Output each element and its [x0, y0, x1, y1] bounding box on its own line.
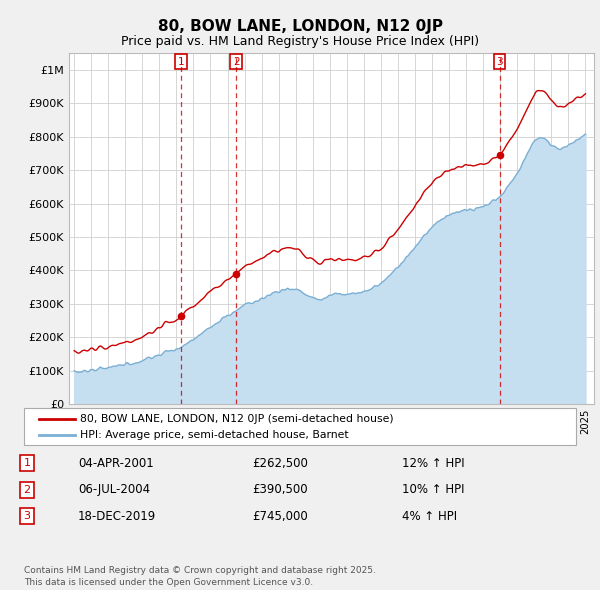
Text: 3: 3	[23, 512, 31, 521]
Text: 04-APR-2001: 04-APR-2001	[78, 457, 154, 470]
Text: 18-DEC-2019: 18-DEC-2019	[78, 510, 156, 523]
Text: HPI: Average price, semi-detached house, Barnet: HPI: Average price, semi-detached house,…	[80, 430, 349, 440]
Text: 4% ↑ HPI: 4% ↑ HPI	[402, 510, 457, 523]
Text: 10% ↑ HPI: 10% ↑ HPI	[402, 483, 464, 496]
Text: 2: 2	[23, 485, 31, 494]
Text: 80, BOW LANE, LONDON, N12 0JP (semi-detached house): 80, BOW LANE, LONDON, N12 0JP (semi-deta…	[80, 414, 394, 424]
Text: 06-JUL-2004: 06-JUL-2004	[78, 483, 150, 496]
Text: 3: 3	[496, 57, 503, 67]
Text: 1: 1	[178, 57, 184, 67]
Text: Contains HM Land Registry data © Crown copyright and database right 2025.
This d: Contains HM Land Registry data © Crown c…	[24, 566, 376, 587]
Text: £390,500: £390,500	[252, 483, 308, 496]
Text: 80, BOW LANE, LONDON, N12 0JP: 80, BOW LANE, LONDON, N12 0JP	[157, 19, 443, 34]
Text: 2: 2	[233, 57, 239, 67]
Text: 12% ↑ HPI: 12% ↑ HPI	[402, 457, 464, 470]
Text: Price paid vs. HM Land Registry's House Price Index (HPI): Price paid vs. HM Land Registry's House …	[121, 35, 479, 48]
Text: 1: 1	[23, 458, 31, 468]
Text: £262,500: £262,500	[252, 457, 308, 470]
Text: £745,000: £745,000	[252, 510, 308, 523]
